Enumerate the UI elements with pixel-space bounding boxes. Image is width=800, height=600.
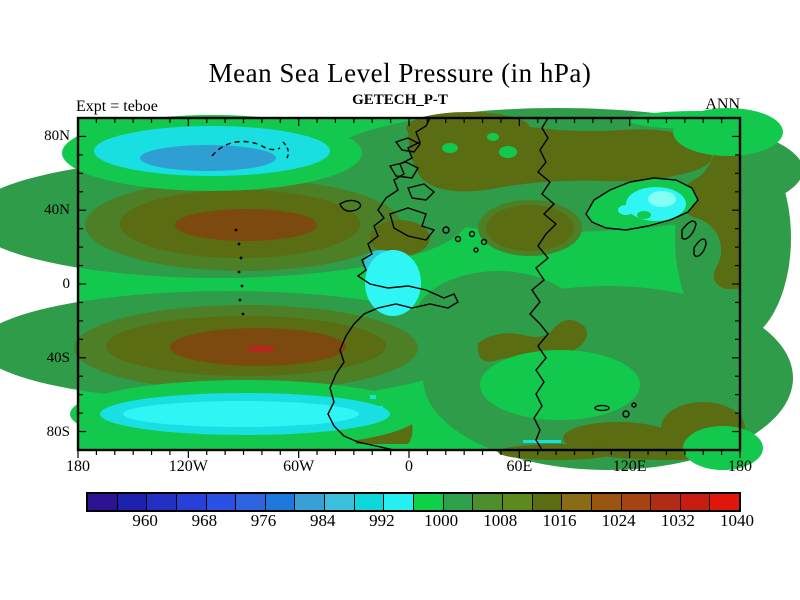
colorbar-segment — [710, 494, 740, 510]
colorbar-tick-label: 976 — [250, 511, 277, 530]
colorbar-tick-label: 1008 — [483, 511, 518, 530]
colorbar-segment — [236, 494, 266, 510]
colorbar-segment — [443, 494, 474, 510]
x-axis-label: 180 — [728, 458, 752, 475]
experiment-label: Expt = teboe — [76, 98, 158, 115]
colorbar-segment — [176, 494, 207, 510]
colorbar-segment — [473, 494, 503, 510]
colorbar-tick-label: 1040 — [720, 511, 754, 530]
map-border — [76, 116, 742, 452]
dotted-island-chain — [234, 228, 245, 316]
colorbar-segment — [206, 494, 237, 510]
colorbar-tick-label: 992 — [369, 511, 395, 530]
colorbar-segment — [265, 494, 296, 510]
colorbar-segment — [502, 494, 533, 510]
colorbar-segment — [621, 494, 652, 510]
colorbar-tick-label: 1032 — [660, 511, 695, 530]
tethys-enclosed-region — [585, 177, 699, 231]
colorbar-tick-label: 968 — [191, 511, 218, 530]
colorbar-labels: 960 968 976 984 992 1000 1008 1016 1024 … — [86, 511, 754, 533]
colorbar-tick-label: 1000 — [424, 511, 459, 530]
pressure-colorbar — [86, 492, 741, 512]
y-axis-label: 40S — [46, 350, 70, 366]
plot-subtitle: GETECH_P-T — [352, 92, 448, 108]
colorbar-segment — [414, 494, 444, 510]
colorbar-segment — [680, 494, 711, 510]
colorbar-segment — [562, 494, 592, 510]
x-axis: 180 120W 60W 0 60E 120E 180 — [66, 458, 752, 480]
colorbar-segment — [384, 494, 415, 510]
pressure-contour-map — [0, 108, 800, 470]
x-axis-label: 120E — [612, 458, 647, 475]
x-axis-label: 60W — [283, 458, 315, 475]
colorbar-segment — [295, 494, 326, 510]
x-axis-label: 0 — [405, 458, 413, 475]
colorbar-tick-label: 960 — [132, 511, 158, 530]
green-gaps-in-olive — [442, 108, 783, 470]
cyan-low-bands — [62, 115, 561, 448]
colorbar-segment — [591, 494, 622, 510]
colorbar-segment — [651, 494, 681, 510]
colorbar-segment — [532, 494, 563, 510]
colorbar-tick-label: 1016 — [542, 511, 577, 530]
x-axis-label: 180 — [66, 458, 90, 475]
y-axis-label: 80S — [46, 424, 70, 440]
colorbar-segment — [147, 494, 177, 510]
dashed-island-arc — [211, 140, 281, 157]
map-plot-area: 80N 40N 0 40S 80S — [0, 108, 800, 470]
x-axis-label: 60E — [506, 458, 533, 475]
blue-pressure-minimum — [140, 145, 276, 171]
colorbar-tick-label: 984 — [309, 511, 336, 530]
x-axis-label: 120W — [168, 458, 208, 475]
colorbar-tick-label: 1024 — [601, 511, 636, 530]
y-axis-label: 0 — [62, 276, 71, 292]
y-axis-label: 80N — [44, 128, 70, 144]
red-pressure-maximum — [247, 345, 275, 353]
page-title: Mean Sea Level Pressure (in hPa) — [208, 58, 592, 88]
colorbar-segment — [325, 494, 355, 510]
colorbar-segment — [88, 494, 118, 510]
coastlines — [211, 117, 707, 451]
y-axis-label: 40N — [44, 202, 70, 218]
colorbar-segment — [354, 494, 385, 510]
colorbar-segment — [117, 494, 148, 510]
